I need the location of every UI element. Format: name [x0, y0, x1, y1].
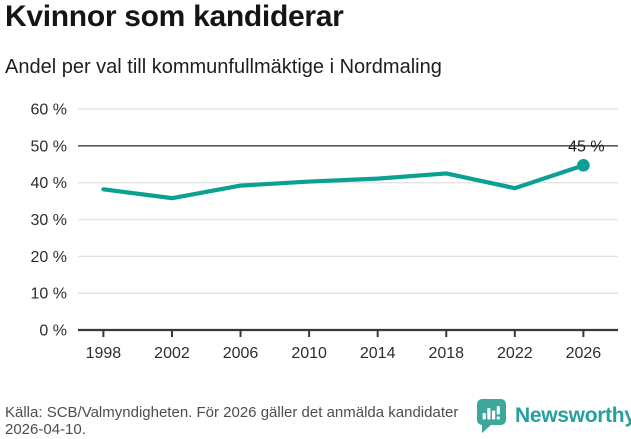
x-tick-label: 2010 [291, 345, 327, 362]
brand-name: Newsworthy [515, 404, 631, 427]
source-note: Källa: SCB/Valmyndigheten. För 2026 gäll… [5, 404, 459, 439]
x-tick-label: 2002 [154, 345, 190, 362]
speech-bubble-bar-chart-icon [477, 399, 506, 433]
x-tick-label: 2014 [360, 345, 396, 362]
data-line [101, 163, 586, 201]
data-point-endpoint [577, 159, 590, 172]
x-tick-label: 2022 [497, 345, 533, 362]
x-tick-label: 2026 [566, 345, 602, 362]
y-tick-label: 50 % [31, 138, 67, 155]
y-tick-label: 10 % [31, 286, 67, 303]
y-tick-label: 30 % [31, 212, 67, 229]
y-tick-label: 0 % [39, 323, 67, 340]
end-value-label: 45 % [568, 138, 604, 155]
line-chart: 0 % 10 % 20 % 30 % 40 % 50 % 60 % 1998 2002 2006 2… [31, 102, 618, 362]
chart-subtitle: Andel per val till kommunfullmäktige i N… [5, 56, 442, 78]
x-tick-label: 1998 [86, 345, 122, 362]
y-tick-label: 20 % [31, 249, 67, 266]
x-tick-label: 2006 [223, 345, 259, 362]
x-tick-label: 2018 [428, 345, 464, 362]
y-tick-label: 60 % [31, 102, 67, 119]
newsworthy-logo: Newsworthy [477, 399, 631, 433]
chart-title: Kvinnor som kandiderar [5, 0, 344, 33]
y-tick-label: 40 % [31, 175, 67, 192]
